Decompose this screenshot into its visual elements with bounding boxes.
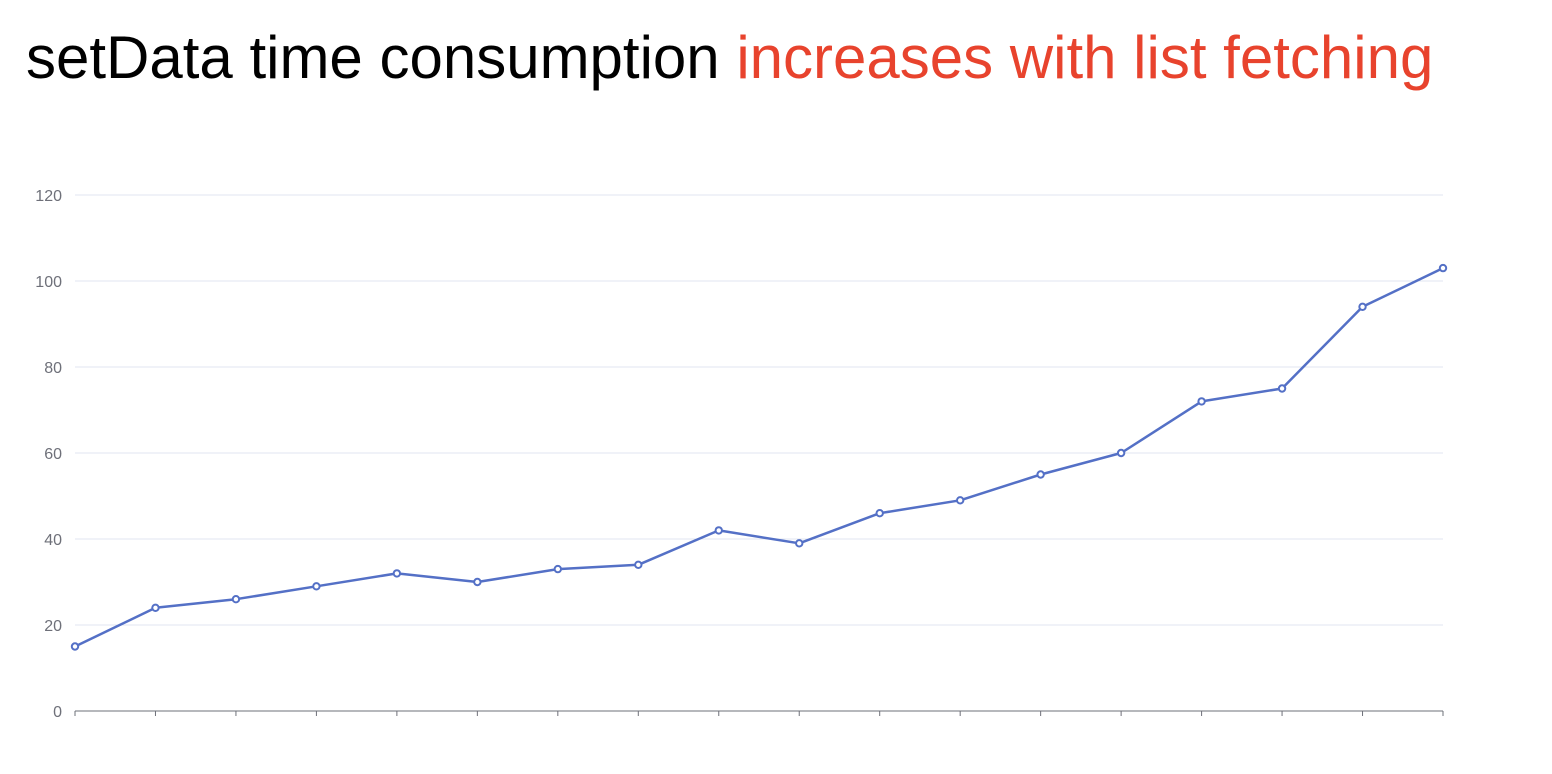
y-tick-label: 40 [44, 532, 62, 549]
data-point [875, 509, 884, 518]
y-tick-label: 120 [35, 188, 62, 205]
chart-title: setData time consumption increases with … [26, 18, 1433, 98]
data-point [714, 526, 723, 535]
y-tick-label: 20 [44, 618, 62, 635]
data-point [70, 642, 80, 651]
data-point [1277, 384, 1287, 393]
data-point [1358, 302, 1367, 311]
data-point [1036, 470, 1045, 479]
grid-lines [75, 194, 1443, 626]
data-point [231, 595, 241, 604]
data-point [795, 539, 804, 548]
data-point [151, 603, 160, 612]
data-point [553, 564, 563, 574]
series-line [74, 266, 1444, 648]
x-axis [74, 710, 1444, 716]
y-tick-label: 100 [35, 274, 62, 291]
data-point [473, 577, 482, 587]
data-point [955, 496, 965, 505]
data-point [312, 582, 321, 591]
title-prefix: setData time consumption [26, 24, 720, 91]
y-tick-label: 60 [44, 446, 62, 463]
data-point [1438, 263, 1448, 273]
data-point [634, 560, 643, 569]
series-group [70, 263, 1448, 651]
y-axis-labels: 0 20 40 60 80 100 120 [35, 188, 62, 721]
data-point [1197, 397, 1206, 406]
data-point [1116, 448, 1126, 458]
y-tick-label: 0 [53, 704, 62, 721]
title-highlight: increases with list fetching [736, 24, 1434, 91]
data-point [392, 569, 402, 578]
y-tick-label: 80 [44, 360, 62, 377]
